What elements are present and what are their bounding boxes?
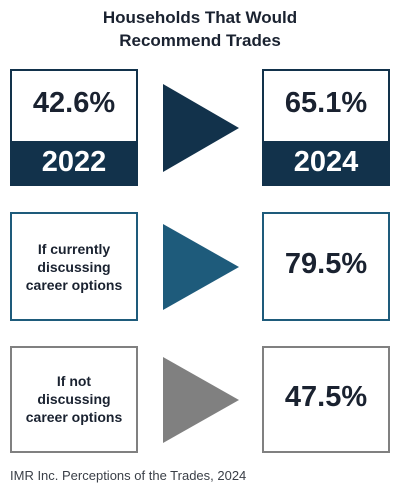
source-note: IMR Inc. Perceptions of the Trades, 2024 bbox=[10, 468, 247, 483]
label-not-discussing-line-1: If not bbox=[56, 373, 92, 389]
label-not-discussing-line-3: career options bbox=[25, 409, 123, 425]
value-box-2024: 65.1% 2024 bbox=[262, 69, 390, 186]
value-box-2022: 42.6% 2022 bbox=[10, 69, 138, 186]
label-box-not-discussing: If not discussing career options bbox=[10, 346, 138, 453]
right-arrow-icon bbox=[163, 357, 239, 443]
arrow-shape-row1 bbox=[163, 84, 239, 172]
year-band-2022: 2022 bbox=[12, 141, 136, 184]
label-discussing-line-1: If currently bbox=[37, 241, 111, 257]
label-not-discussing: If not discussing career options bbox=[12, 372, 136, 426]
label-discussing: If currently discussing career options bbox=[12, 240, 136, 294]
title-line-1: Households That Would bbox=[102, 8, 298, 27]
value-box-discussing: 79.5% bbox=[262, 212, 390, 321]
value-2022: 42.6% bbox=[32, 87, 116, 119]
title-line-2: Recommend Trades bbox=[119, 31, 281, 50]
arrow-shape-row2 bbox=[163, 224, 239, 310]
label-discussing-line-3: career options bbox=[25, 277, 123, 293]
year-band-2024: 2024 bbox=[264, 141, 388, 184]
label-box-discussing: If currently discussing career options bbox=[10, 212, 138, 321]
value-box-not-discussing: 47.5% bbox=[262, 346, 390, 453]
value-2024: 65.1% bbox=[284, 87, 368, 119]
right-arrow-icon bbox=[163, 224, 239, 310]
label-not-discussing-line-2: discussing bbox=[37, 391, 111, 407]
right-arrow-icon bbox=[163, 84, 239, 172]
arrow-shape-row3 bbox=[163, 357, 239, 443]
label-discussing-line-2: discussing bbox=[37, 259, 111, 275]
value-not-discussing: 47.5% bbox=[284, 381, 368, 413]
chart-title: Households That Would Recommend Trades bbox=[0, 6, 400, 52]
value-discussing: 79.5% bbox=[284, 248, 368, 280]
